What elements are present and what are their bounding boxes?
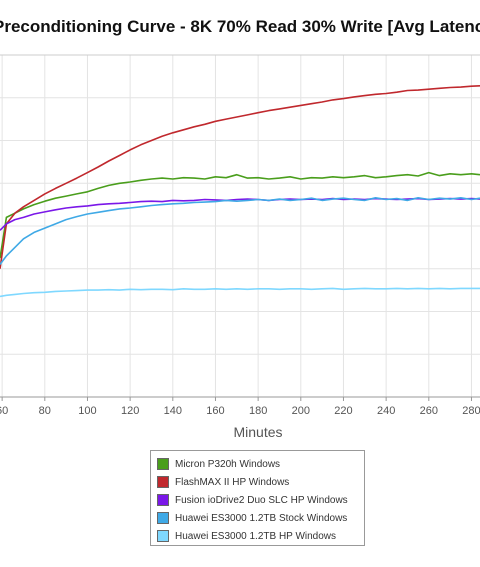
legend-swatch [157,512,169,524]
chart-title: Preconditioning Curve - 8K 70% Read 30% … [0,17,480,36]
legend-item: Huawei ES3000 1.2TB HP Windows [157,527,364,545]
series-line [0,85,480,269]
legend-label: Micron P320h Windows [175,458,281,470]
series-layer [0,85,480,298]
legend-label: Huawei ES3000 1.2TB Stock Windows [175,512,348,524]
series-line [0,287,480,298]
x-tick-label: 140 [164,405,182,417]
legend-label: Fusion ioDrive2 Duo SLC HP Windows [175,494,348,506]
legend-swatch [157,476,169,488]
x-tick-label: 180 [249,405,267,417]
x-tick-label: 280 [462,405,480,417]
legend-swatch [157,530,169,542]
legend-item: Micron P320h Windows [157,455,364,473]
axis-layer: 60 80 100 120 140 160 180 200 220 240 260 280 [0,54,480,417]
x-tick-label: 220 [334,405,352,417]
grid-layer [0,55,480,397]
x-tick-label: 240 [377,405,395,417]
legend-label: FlashMAX II HP Windows [175,476,290,488]
x-tick-label: 160 [206,405,224,417]
x-tick-label: 60 [0,405,8,417]
legend-item: Huawei ES3000 1.2TB Stock Windows [157,509,364,527]
x-tick-label: 200 [292,405,310,417]
x-tick-label: 260 [420,405,438,417]
legend: Micron P320h Windows FlashMAX II HP Windo… [150,450,365,546]
x-axis-title: Minutes [233,424,283,440]
x-tick-label: 100 [78,405,96,417]
x-tick-label: 120 [121,405,139,417]
legend-swatch [157,458,169,470]
series-line [0,171,480,259]
legend-swatch [157,494,169,506]
legend-item: Fusion ioDrive2 Duo SLC HP Windows [157,491,364,509]
x-tick-label: 80 [39,405,51,417]
legend-item: FlashMAX II HP Windows [157,473,364,491]
legend-label: Huawei ES3000 1.2TB HP Windows [175,530,337,542]
series-line [0,197,480,265]
